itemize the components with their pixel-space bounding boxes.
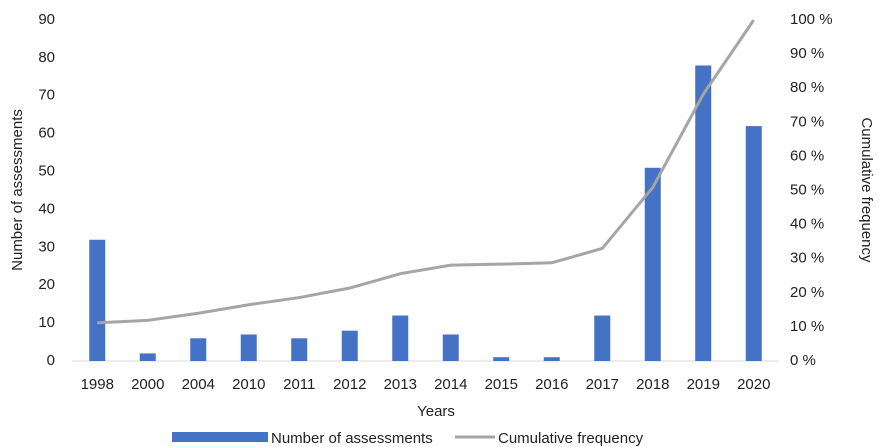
y-axis-title: Number of assessments bbox=[9, 109, 26, 271]
y2-tick-label: 100 % bbox=[790, 11, 833, 28]
y2-tick-label: 70 % bbox=[790, 113, 824, 130]
y2-tick-label: 80 % bbox=[790, 79, 824, 96]
y-tick-label: 60 bbox=[38, 125, 55, 142]
legend-label: Number of assessments bbox=[271, 430, 433, 447]
x-tick-label: 2012 bbox=[333, 376, 366, 393]
x-tick-label: 2018 bbox=[636, 376, 669, 393]
line bbox=[97, 19, 755, 325]
x-tick-label: 2016 bbox=[535, 376, 568, 393]
bar bbox=[240, 334, 257, 361]
bar bbox=[341, 330, 358, 361]
y-tick-label: 80 bbox=[38, 49, 55, 66]
x-tick-label: 2011 bbox=[283, 376, 315, 393]
bar bbox=[442, 334, 459, 361]
bar bbox=[745, 126, 762, 361]
bar bbox=[594, 315, 611, 361]
bar bbox=[493, 357, 510, 361]
y-tick-label: 20 bbox=[38, 276, 55, 293]
x-tick-label: 1998 bbox=[81, 376, 114, 393]
y-tick-label: 30 bbox=[38, 238, 55, 255]
x-tick-label: 2017 bbox=[586, 376, 619, 393]
bar bbox=[543, 357, 560, 361]
y-tick-label: 10 bbox=[38, 314, 55, 331]
y2-tick-label: 90 % bbox=[790, 45, 824, 62]
y-tick-label: 0 bbox=[47, 352, 55, 369]
y2-axis-title: Cumulative frequency bbox=[858, 117, 875, 263]
y-tick-label: 90 bbox=[38, 11, 55, 28]
bar bbox=[695, 65, 712, 361]
x-tick-label: 2014 bbox=[434, 376, 467, 393]
bar bbox=[291, 338, 308, 361]
bar bbox=[89, 239, 106, 361]
bar bbox=[392, 315, 409, 361]
x-tick-label: 2020 bbox=[737, 376, 770, 393]
y-tick-label: 70 bbox=[38, 87, 55, 104]
y2-tick-label: 10 % bbox=[790, 318, 824, 335]
x-axis-title: Years bbox=[417, 403, 455, 420]
y2-tick-label: 20 % bbox=[790, 284, 824, 301]
x-tick-label: 2019 bbox=[687, 376, 720, 393]
y2-tick-label: 0 % bbox=[790, 352, 816, 369]
bar bbox=[139, 353, 156, 361]
x-tick-label: 2010 bbox=[232, 376, 265, 393]
legend-label: Cumulative frequency bbox=[498, 430, 644, 447]
y2-tick-label: 60 % bbox=[790, 147, 824, 164]
y2-tick-label: 30 % bbox=[790, 250, 824, 267]
x-tick-label: 2015 bbox=[485, 376, 518, 393]
y2-tick-label: 40 % bbox=[790, 216, 824, 233]
legend-swatch bbox=[172, 432, 268, 442]
bar bbox=[190, 338, 207, 361]
y2-tick-label: 50 % bbox=[790, 181, 824, 198]
x-tick-label: 2000 bbox=[131, 376, 164, 393]
x-tick-label: 2004 bbox=[182, 376, 215, 393]
y-tick-label: 40 bbox=[38, 200, 55, 217]
x-tick-label: 2013 bbox=[384, 376, 417, 393]
y-tick-label: 50 bbox=[38, 163, 55, 180]
bar bbox=[644, 167, 661, 361]
